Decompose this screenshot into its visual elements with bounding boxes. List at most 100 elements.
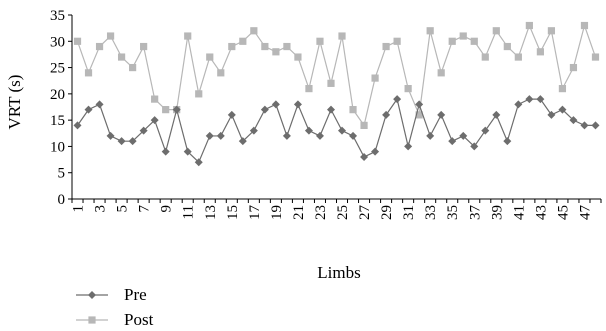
data-point-post [305, 85, 313, 93]
data-point-pre [371, 147, 380, 156]
series-post [73, 21, 600, 129]
x-tick-label: 7 [137, 205, 153, 213]
legend-item-post: Post [76, 310, 154, 329]
data-point-post [261, 42, 269, 51]
x-tick-label: 31 [401, 205, 417, 220]
data-point-post [338, 32, 346, 40]
data-point-post [404, 85, 412, 93]
data-point-post [371, 74, 379, 82]
legend-label-post: Post [124, 310, 154, 329]
data-point-post [283, 42, 291, 51]
x-tick-label: 27 [357, 205, 373, 221]
data-point-pre [415, 100, 424, 109]
data-point-post [569, 63, 578, 72]
data-point-post [294, 53, 302, 61]
data-point-pre [238, 137, 247, 146]
data-point-post [206, 53, 214, 61]
series-line-pre [77, 97, 596, 164]
data-point-post [84, 69, 93, 77]
data-point-pre [205, 131, 214, 140]
data-point-pre [293, 100, 302, 109]
data-point-pre [194, 158, 203, 167]
data-point-pre [282, 131, 291, 140]
x-tick-label: 15 [225, 205, 241, 220]
y-tick-label: 30 [50, 34, 65, 50]
data-point-post [547, 27, 556, 35]
data-point-pre [514, 100, 523, 109]
data-point-post [217, 69, 225, 77]
data-point-pre [338, 126, 347, 135]
x-tick-label: 1 [71, 205, 87, 213]
x-tick-label: 39 [489, 205, 505, 220]
data-point-post [272, 48, 280, 56]
data-point-post [503, 42, 511, 51]
data-point-pre [95, 100, 104, 109]
series-pre [73, 95, 600, 167]
x-tick-label: 11 [181, 205, 197, 219]
data-point-post [73, 37, 82, 45]
data-point-pre [360, 152, 369, 161]
data-point-post [393, 37, 401, 45]
legend-label-pre: Pre [124, 285, 147, 304]
data-point-pre [569, 116, 578, 125]
data-point-pre [547, 110, 556, 119]
data-point-post [514, 53, 522, 61]
y-tick-label: 35 [50, 8, 65, 24]
data-point-post [349, 106, 357, 114]
data-point-post [184, 32, 192, 40]
legend: Pre Post [76, 285, 154, 329]
x-tick-label: 37 [467, 205, 483, 221]
x-tick-label: 3 [93, 205, 109, 213]
data-point-pre [591, 121, 600, 130]
x-tick-label: 25 [335, 205, 351, 220]
y-axis-title: VRT (s) [5, 75, 24, 130]
data-point-pre [172, 105, 181, 114]
data-point-pre [216, 131, 225, 140]
legend-marker-post [88, 316, 96, 324]
x-tick-label: 9 [159, 205, 175, 213]
data-point-pre [492, 110, 501, 119]
data-point-pre [448, 137, 457, 146]
data-point-pre [304, 126, 313, 135]
data-point-pre [459, 131, 468, 140]
data-point-pre [326, 105, 335, 114]
data-point-post [536, 48, 544, 56]
y-tick-label: 20 [50, 87, 65, 103]
data-point-pre [382, 110, 391, 119]
x-tick-label: 21 [291, 205, 307, 220]
data-point-post [195, 90, 203, 98]
data-point-pre [117, 137, 126, 146]
x-tick-label: 19 [269, 205, 285, 220]
data-point-pre [106, 131, 115, 140]
x-tick-label: 29 [379, 205, 395, 220]
x-tick-label: 23 [313, 205, 329, 220]
data-point-post [459, 32, 467, 40]
data-point-post [360, 121, 368, 129]
data-point-post [327, 79, 335, 87]
data-point-pre [503, 137, 512, 146]
data-point-pre [260, 105, 269, 114]
x-tick-label: 47 [577, 205, 593, 221]
data-point-pre [84, 105, 93, 114]
x-tick-label: 13 [203, 205, 219, 220]
data-point-pre [249, 126, 258, 135]
data-point-post [437, 69, 445, 77]
x-tick-label: 35 [445, 205, 461, 220]
series-layer [73, 21, 600, 167]
y-tick-label: 10 [50, 139, 65, 155]
data-point-post [382, 42, 390, 51]
data-point-post [228, 42, 236, 51]
data-point-pre [73, 121, 82, 130]
data-point-post [151, 95, 159, 103]
x-axis-title: Limbs [317, 263, 360, 282]
data-point-post [250, 27, 258, 35]
data-point-post [316, 37, 324, 45]
y-tick-label: 25 [50, 61, 65, 77]
data-point-post [426, 27, 434, 35]
x-tick-label: 41 [511, 205, 527, 220]
y-axis-ticks: 0 5 10 15 20 25 30 35 [50, 8, 72, 208]
data-point-post [448, 37, 456, 45]
x-tick-label: 5 [115, 205, 131, 213]
series-line-post [76, 23, 597, 127]
